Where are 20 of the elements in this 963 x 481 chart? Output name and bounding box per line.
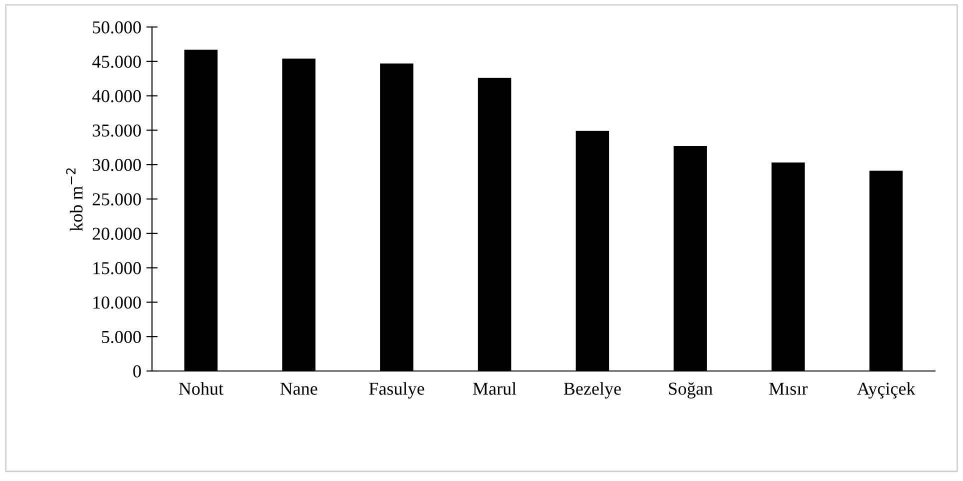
x-tick-label: Marul [473,382,516,395]
x-tick-label: Ayçiçek [856,382,916,399]
x-tick-label: Fasulye [369,382,424,399]
x-tick-label: Nane [280,382,318,395]
x-tick-label: Mısır [769,382,808,395]
y-tick-label: 40.000 [92,90,141,102]
y-tick-label: 45.000 [92,56,141,68]
y-tick-label: 25.000 [92,193,141,206]
y-tick-label: 15.000 [94,262,141,274]
x-tick-label: Bezelye [564,382,621,399]
y-axis-title: kob m$^{−2}$ [66,168,83,232]
y-tick-label: 35.000 [92,124,141,137]
x-tick-label: Soğan [668,382,713,398]
y-tick-label: 5.000 [102,330,141,344]
x-tick-label: Nohut [178,382,224,395]
y-tick-label: 0 [133,365,141,378]
y-tick-label: 50.000 [92,21,141,34]
y-tick-label: 30.000 [92,158,141,172]
y-tick-label: 10.000 [94,296,141,309]
y-tick-label: 20.000 [92,228,141,240]
